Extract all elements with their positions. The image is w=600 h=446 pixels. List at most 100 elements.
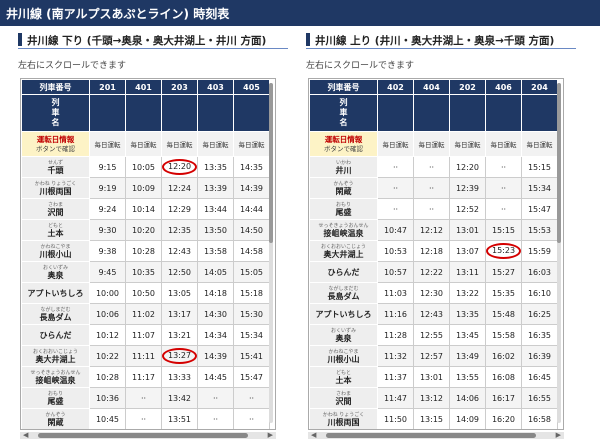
station-name: アプトいちしろ xyxy=(27,288,84,298)
time-cell: 13:07 xyxy=(449,240,486,262)
time-cell: 13:12 xyxy=(413,387,450,409)
station-name: 長島ダム xyxy=(39,312,72,322)
down-vertical-scrollbar[interactable] xyxy=(269,83,273,423)
station-name: アプトいちしろ xyxy=(315,309,372,319)
time-cell: 13:49 xyxy=(449,345,486,367)
station-name-cell: おくおおいこじょう 奥大井湖上 xyxy=(309,240,378,262)
time-cell: 13:05 xyxy=(161,282,198,304)
station-ruby: いかわ xyxy=(335,159,351,166)
up-horizontal-scrollbar[interactable]: ◀ ▶ xyxy=(308,431,564,439)
table-row: どもと 土本 11:37 13:01 13:55 16:08 16:45 xyxy=(309,366,558,388)
time-cell: 16:58 xyxy=(521,408,558,429)
time-cell: 16:25 xyxy=(521,303,558,325)
operation-info-button[interactable]: 運転日情報 ボタンで確認 xyxy=(21,131,90,157)
time-cell: 10:35 xyxy=(125,261,162,283)
train-name-cell xyxy=(197,94,234,132)
time-cell: ·· xyxy=(485,198,522,220)
time-cell: 13:42 xyxy=(161,387,198,409)
time-cell: 9:15 xyxy=(89,156,126,178)
up-table-scroll[interactable]: 列車番号 402 404 202 406 204 列車名運転日情報 ボタンで確認 毎日運転 毎日運… xyxy=(308,78,564,430)
time-cell: ·· xyxy=(125,408,162,429)
scroll-thumb[interactable] xyxy=(557,83,561,243)
train-name-cell xyxy=(233,94,270,132)
scroll-thumb[interactable] xyxy=(38,433,248,438)
station-name: 土本 xyxy=(335,375,352,385)
train-number: 404 xyxy=(413,79,450,95)
time-cell: 10:28 xyxy=(89,366,126,388)
table-row: おくおおいこじょう 奥大井湖上 10:53 12:18 13:07 15:23 15:59 xyxy=(309,240,558,262)
train-name-cell xyxy=(89,94,126,132)
up-vertical-scrollbar[interactable] xyxy=(557,83,561,423)
time-cell: 12:55 xyxy=(413,324,450,346)
station-ruby: かわね りょうごく xyxy=(322,411,365,418)
scroll-right-arrow-icon[interactable]: ▶ xyxy=(267,431,273,439)
time-cell: 15:23 xyxy=(485,240,522,262)
down-table-scroll[interactable]: 列車番号 201 401 203 403 405 列車名運転日情報 ボタンで確認 毎日運転 毎日運… xyxy=(20,78,276,430)
scroll-left-arrow-icon[interactable]: ◀ xyxy=(311,431,317,439)
table-row: おもり 尾盛 ·· ·· 12:52 ·· 15:47 xyxy=(309,198,558,220)
time-cell: 14:30 xyxy=(197,303,234,325)
station-ruby: さわま xyxy=(47,201,63,208)
table-row: いかわ井川11:04··14:10···· xyxy=(22,430,270,431)
time-cell: 10:12 xyxy=(89,324,126,346)
time-cell: 14:34 xyxy=(197,324,234,346)
time-cell: ·· xyxy=(485,156,522,178)
time-cell: 15:47 xyxy=(233,366,270,388)
scroll-left-arrow-icon[interactable]: ◀ xyxy=(23,431,29,439)
station-ruby: おくいずみ xyxy=(330,327,356,334)
time-cell: 15:59 xyxy=(521,240,558,262)
time-cell: 11:17 xyxy=(125,366,162,388)
station-name: 奥大井湖上 xyxy=(323,249,364,259)
station-name: 川根小山 xyxy=(39,249,72,259)
time-cell: 16:08 xyxy=(485,366,522,388)
train-number-label: 列車番号 xyxy=(21,79,90,95)
time-cell: 15:47 xyxy=(521,198,558,220)
table-row: ながしまだむ 長島ダム 11:03 12:30 13:22 15:35 16:10 xyxy=(309,282,558,304)
time-cell: ·· xyxy=(413,177,450,199)
station-name-cell: さわま 沢間 xyxy=(21,198,90,220)
operation-info-sub: ボタンで確認 xyxy=(36,144,75,153)
up-panel: 井川線 上り (井川・奥大井湖上・奥泉→千頭 方面) 左右にスクロールできます … xyxy=(296,26,584,446)
operation-day-cell: 毎日運転 xyxy=(233,131,270,157)
station-name: 尾盛 xyxy=(335,207,352,217)
station-name-cell: おくいずみ 奥泉 xyxy=(21,261,90,283)
train-name-cell xyxy=(521,94,558,132)
time-cell: 15:53 xyxy=(521,219,558,241)
time-cell: 16:39 xyxy=(521,345,558,367)
train-number: 406 xyxy=(485,79,522,95)
station-ruby: おもり xyxy=(47,390,63,397)
down-panel: 井川線 下り (千頭→奥泉・奥大井湖上・井川 方面) 左右にスクロールできます … xyxy=(8,26,296,446)
time-cell: ·· xyxy=(198,430,234,431)
time-cell: 16:55 xyxy=(521,387,558,409)
time-cell: 12:18 xyxy=(413,240,450,262)
station-ruby: ながしまだむ xyxy=(40,306,71,313)
scroll-thumb[interactable] xyxy=(269,83,273,243)
time-cell: ·· xyxy=(377,156,414,178)
train-name-cell xyxy=(413,94,450,132)
down-horizontal-scrollbar[interactable]: ◀ ▶ xyxy=(20,431,276,439)
time-cell: 16:02 xyxy=(485,345,522,367)
time-cell: 12:30 xyxy=(413,282,450,304)
time-cell: 17:00 xyxy=(522,430,558,431)
operation-info-button[interactable]: 運転日情報 ボタンで確認 xyxy=(309,131,378,157)
train-name-cell xyxy=(377,94,414,132)
train-number: 403 xyxy=(197,79,234,95)
down-heading: 井川線 下り (千頭→奥泉・奥大井湖上・井川 方面) xyxy=(27,35,267,47)
time-cell: 12:50 xyxy=(161,261,198,283)
station-ruby: せっそきょうおんせん xyxy=(30,369,81,376)
station-name-cell: かんぞう 閑蔵 xyxy=(309,177,378,199)
table-row: おくいずみ 奥泉 9:45 10:35 12:50 14:05 15:05 xyxy=(21,261,270,283)
station-name-cell: せっそきょうおんせん 接岨峡温泉 xyxy=(309,219,378,241)
scroll-right-arrow-icon[interactable]: ▶ xyxy=(555,431,561,439)
time-cell: 9:45 xyxy=(89,261,126,283)
station-name-cell: かわね りょうごく 川根両国 xyxy=(309,408,378,429)
scroll-thumb[interactable] xyxy=(326,433,536,438)
time-cell: 11:32 xyxy=(377,345,414,367)
station-ruby: おくいずみ xyxy=(42,264,68,271)
time-cell: 11:47 xyxy=(377,387,414,409)
station-name: 接岨峡温泉 xyxy=(35,375,76,385)
time-cell: 15:15 xyxy=(485,219,522,241)
time-cell: 10:28 xyxy=(125,240,162,262)
table-row: かんぞう 閑蔵 ·· ·· 12:39 ·· 15:34 xyxy=(309,177,558,199)
